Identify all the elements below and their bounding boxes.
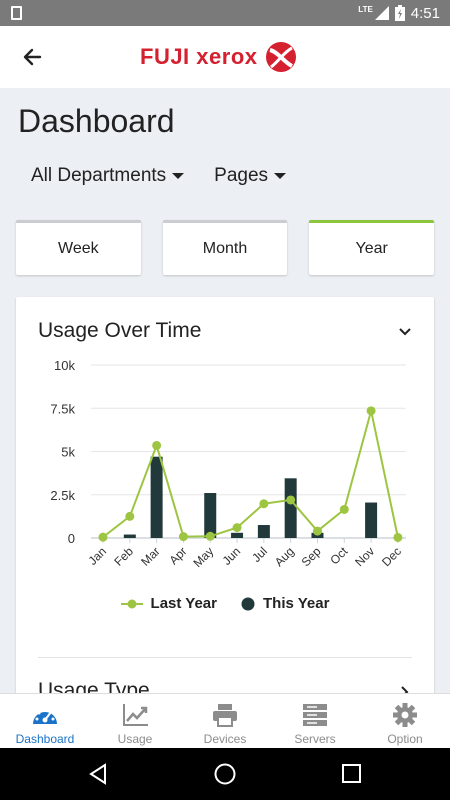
- system-home-icon[interactable]: [213, 762, 237, 786]
- y-tick-label: 5k: [61, 445, 75, 460]
- x-tick-label: Mar: [138, 544, 163, 569]
- dot-marker-icon: [241, 597, 255, 610]
- x-tick-label: Oct: [327, 544, 351, 568]
- line-point: [393, 532, 403, 542]
- metric-dropdown[interactable]: Pages: [214, 165, 287, 187]
- page-title: Dashboard: [18, 103, 175, 139]
- line-marker-icon: [120, 599, 143, 608]
- x-tick-label: Jul: [249, 544, 270, 565]
- y-tick-label: 7.5k: [50, 401, 75, 416]
- y-tick-label: 0: [68, 531, 75, 546]
- x-tick-label: Jun: [220, 544, 244, 568]
- app-bar: FUJI xerox: [0, 26, 450, 88]
- line-point: [286, 495, 296, 505]
- gear-icon: [393, 703, 417, 727]
- department-dropdown[interactable]: All Departments: [31, 165, 185, 187]
- chart-legend: Last Year This Year: [16, 595, 434, 612]
- line-point: [366, 406, 376, 416]
- usage-card: Usage Over Time 0 2.5k 5k 7.5k 10k Jan Feb Mar A…: [16, 297, 434, 707]
- x-tick-label: Nov: [352, 544, 377, 569]
- caret-down-icon: [274, 173, 287, 179]
- x-tick-label: Jan: [86, 544, 110, 568]
- trend-chart-icon: [123, 704, 148, 726]
- nav-servers[interactable]: Servers: [270, 694, 360, 748]
- series-line-last-year: [102, 410, 399, 538]
- line-point: [152, 440, 162, 450]
- line-point: [98, 532, 108, 542]
- nav-devices[interactable]: Devices: [180, 694, 270, 748]
- nav-dashboard[interactable]: Dashboard: [0, 694, 90, 748]
- bottom-nav: Dashboard Usage Devices Servers: [0, 693, 450, 748]
- sd-card-icon: [11, 6, 22, 20]
- system-nav-bar: [0, 748, 450, 800]
- x-tick-label: May: [190, 544, 216, 570]
- x-tick-label: Aug: [272, 544, 297, 569]
- bar: [231, 532, 244, 538]
- divider: [38, 657, 412, 658]
- nav-option[interactable]: Option: [360, 694, 450, 748]
- signal-icon: [374, 6, 389, 20]
- clock: 4:51: [410, 4, 440, 22]
- xerox-ball-icon: [265, 42, 296, 72]
- usage-chart: 0 2.5k 5k 7.5k 10k Jan Feb Mar Apr May Jun Jul Aug Se…: [50, 358, 406, 570]
- nav-usage[interactable]: Usage: [90, 694, 180, 748]
- bar: [150, 456, 163, 538]
- line-point: [232, 523, 242, 533]
- system-recents-icon[interactable]: [341, 763, 363, 785]
- y-tick-label: 2.5k: [50, 488, 75, 503]
- x-tick-label: Sep: [299, 544, 324, 569]
- bar: [257, 525, 270, 538]
- back-arrow-icon[interactable]: [18, 42, 48, 72]
- period-week-button[interactable]: Week: [16, 220, 141, 275]
- chevron-down-icon[interactable]: [398, 325, 412, 339]
- line-point: [312, 526, 322, 536]
- line-point: [259, 499, 269, 509]
- legend-last-year: Last Year: [120, 595, 217, 612]
- y-tick-label: 10k: [54, 358, 75, 373]
- caret-down-icon: [172, 173, 185, 179]
- line-point: [339, 504, 349, 514]
- network-type: LTE: [358, 4, 373, 14]
- period-year-button[interactable]: Year: [309, 220, 435, 275]
- status-bar: LTE 4:51: [0, 0, 450, 26]
- x-tick-label: Dec: [379, 544, 404, 569]
- filter-bar: All Departments Pages: [31, 165, 287, 187]
- period-selector: Week Month Year: [16, 220, 435, 275]
- legend-this-year: This Year: [241, 595, 329, 612]
- printer-icon: [213, 704, 237, 727]
- x-tick-label: Feb: [111, 544, 136, 569]
- card-title: Usage Over Time: [38, 319, 202, 342]
- x-tick-label: Apr: [166, 544, 189, 567]
- system-back-icon[interactable]: [86, 762, 110, 786]
- bar: [365, 502, 378, 538]
- line-point: [178, 532, 188, 542]
- battery-icon: [394, 5, 405, 21]
- bar: [204, 493, 217, 538]
- server-icon: [303, 704, 327, 726]
- line-point: [205, 531, 215, 541]
- brand-logo: FUJI xerox: [140, 39, 298, 75]
- bar: [123, 534, 136, 538]
- period-month-button[interactable]: Month: [162, 220, 288, 275]
- dashboard-gauge-icon: [33, 708, 57, 724]
- line-point: [125, 511, 135, 521]
- bar: [284, 478, 297, 538]
